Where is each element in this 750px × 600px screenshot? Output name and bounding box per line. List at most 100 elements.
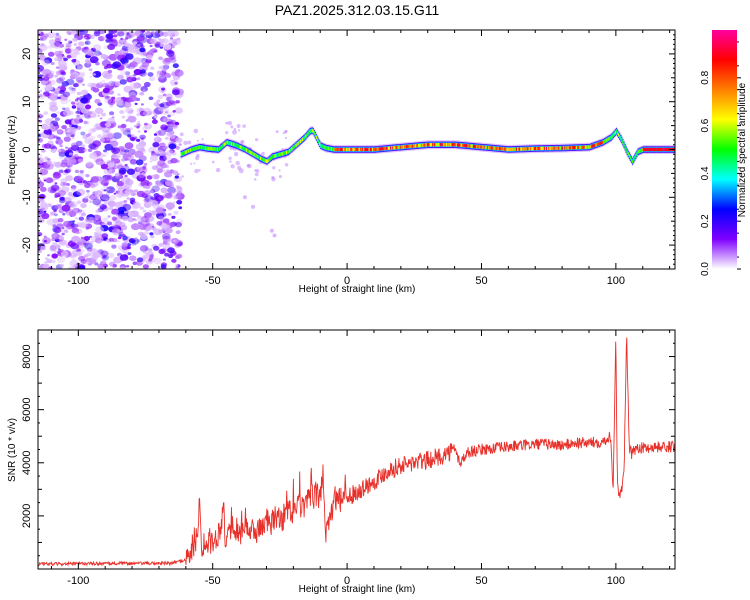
spectrogram-ridge-core [331, 147, 333, 151]
spectrogram-noise-cell [59, 144, 63, 148]
spectrogram-ridge-core [408, 144, 410, 148]
spectrogram-noise-cell [103, 72, 113, 80]
spectrogram-noise-cell [57, 149, 62, 153]
spectrogram-ridge-core [493, 146, 495, 150]
spectrogram-noise-cell [117, 93, 121, 96]
spectrogram-noise-cell [49, 245, 57, 252]
spectrogram-noise-cell [129, 136, 133, 139]
spectrogram-ridge-core [346, 147, 348, 152]
spectrogram-noise-cell [96, 124, 100, 127]
spectrogram-noise-cell [159, 72, 164, 76]
spectrogram-noise-cell [158, 242, 164, 247]
spectrogram-noise-cell [168, 130, 175, 135]
spectrogram-noise-cell [67, 191, 74, 197]
spectrogram-noise-cell [65, 162, 73, 168]
spectrogram-noise-cell [100, 250, 109, 257]
spectrogram-noise-cell [85, 133, 91, 138]
spectrogram-noise-cell [129, 136, 135, 141]
spectrogram-ridge-core [419, 143, 421, 148]
spectrogram-ridge-core [580, 145, 582, 149]
spectrogram-noise-cell [164, 171, 173, 178]
spectrogram-noise-cell [130, 86, 137, 91]
colorbar-ramp [712, 30, 737, 269]
spectrogram-noise-cell [162, 93, 167, 97]
spectrogram-ridge-core [246, 148, 248, 152]
spectrogram-scatter-cell [284, 163, 289, 167]
spectrogram-ridge-core [318, 140, 320, 144]
spectrogram-noise-cell [45, 84, 54, 91]
spectrogram-noise-cell [149, 232, 154, 236]
colorbar-tick-label: 0.8 [700, 70, 711, 84]
spectrogram-ridge-core [375, 147, 377, 151]
spectrogram-noise-cell [144, 122, 148, 126]
spectrogram-ridge-core [658, 147, 661, 152]
spectrogram-noise-cell [89, 183, 96, 189]
spectrogram-noise-cell [89, 194, 98, 201]
spectrogram-ridge-core [529, 147, 532, 151]
spectrogram-noise-cell [150, 234, 155, 239]
spectrogram-ridge-core [399, 145, 402, 149]
snr-panel: -100 -50 0 50 100 2000 4000 6000 8000 Height of… [7, 329, 676, 595]
spectrogram-ridge-core [491, 146, 493, 150]
spectrogram-noise-cell [101, 59, 111, 67]
spectrogram-noise-cell [66, 54, 72, 59]
spectrogram-noise-cell [157, 159, 166, 167]
spectrogram-noise-cell [117, 125, 122, 129]
snr-x-axis: -100 -50 0 50 100 [50, 330, 671, 587]
spectrogram-ridge-core [191, 147, 193, 152]
spectrogram-ridge-core [404, 145, 406, 149]
spectrogram-noise-cell [156, 153, 161, 157]
spectrogram-noise-cell [163, 43, 172, 50]
spectrogram-noise-cell [84, 36, 87, 40]
spectrogram-noise-cell [71, 105, 77, 109]
spectrogram-ridge-core [344, 147, 347, 152]
spectrogram-scatter-cell [255, 138, 259, 142]
spectrogram-scatter-cell [272, 233, 277, 238]
spectrogram-ridge-core [471, 144, 474, 148]
spectrogram-noise-cell [72, 37, 78, 42]
spectrogram-noise-cell [70, 48, 75, 52]
spectrogram-noise-cell [56, 111, 60, 114]
spectrogram-ridge-core [321, 144, 323, 148]
spectrogram-noise-cell [64, 119, 72, 125]
spectrogram-ridge-core [614, 131, 617, 135]
spectrogram-ridge-core [341, 147, 343, 152]
spectrogram-noise-cell [124, 62, 130, 67]
spectrogram-noise-cell [154, 30, 164, 38]
spectrogram-noise-cell [43, 210, 47, 213]
spectrogram-noise-cell [113, 256, 122, 264]
spectrogram-ridge-core [370, 147, 372, 152]
spectrogram-ridge-core [223, 143, 225, 147]
spectrogram-ridge-core [480, 145, 482, 149]
snr-xlabel: Height of straight line (km) [299, 584, 416, 595]
spectrogram-noise-cell [68, 39, 71, 43]
spectrogram-ridge-core [397, 145, 399, 149]
spectrogram-noise-cell [175, 145, 180, 150]
spectrogram-noise-cell [143, 162, 148, 166]
spectrogram-noise-cell [131, 223, 140, 231]
spectrogram-scatter-cell [247, 163, 252, 169]
spectrogram-ridge-core [418, 144, 420, 148]
spectrogram-noise-cell [130, 153, 135, 156]
spectrogram-noise-cell [95, 234, 103, 241]
spectrogram-noise-cell [139, 33, 146, 38]
spectrogram-noise-cell [114, 158, 121, 164]
spectrogram-noise-cell [101, 233, 109, 239]
spectrogram-noise-cell [109, 206, 114, 210]
spectrogram-noise-cell [167, 186, 177, 194]
spectrogram-ridge-core [439, 143, 441, 147]
spectrogram-noise-cell [55, 87, 61, 92]
spectrogram-noise-cell [90, 176, 100, 183]
spectrogram-noise-cell [81, 144, 86, 148]
spectrogram-ridge-core [376, 147, 378, 151]
spectrogram-noise-cell [103, 168, 113, 175]
spectrogram-noise-cell [40, 202, 48, 209]
spectrogram-ridge-core [435, 143, 437, 147]
spectrogram-noise-cell [120, 30, 128, 36]
spectrogram-noise-cell [148, 209, 151, 212]
spectrogram-noise-cell [111, 152, 121, 160]
spectrogram-noise-cell [69, 158, 77, 164]
spectrogram-noise-cell [158, 75, 167, 83]
spectrogram-ridge-core [189, 148, 191, 153]
spectrogram-noise-cell [101, 112, 106, 117]
